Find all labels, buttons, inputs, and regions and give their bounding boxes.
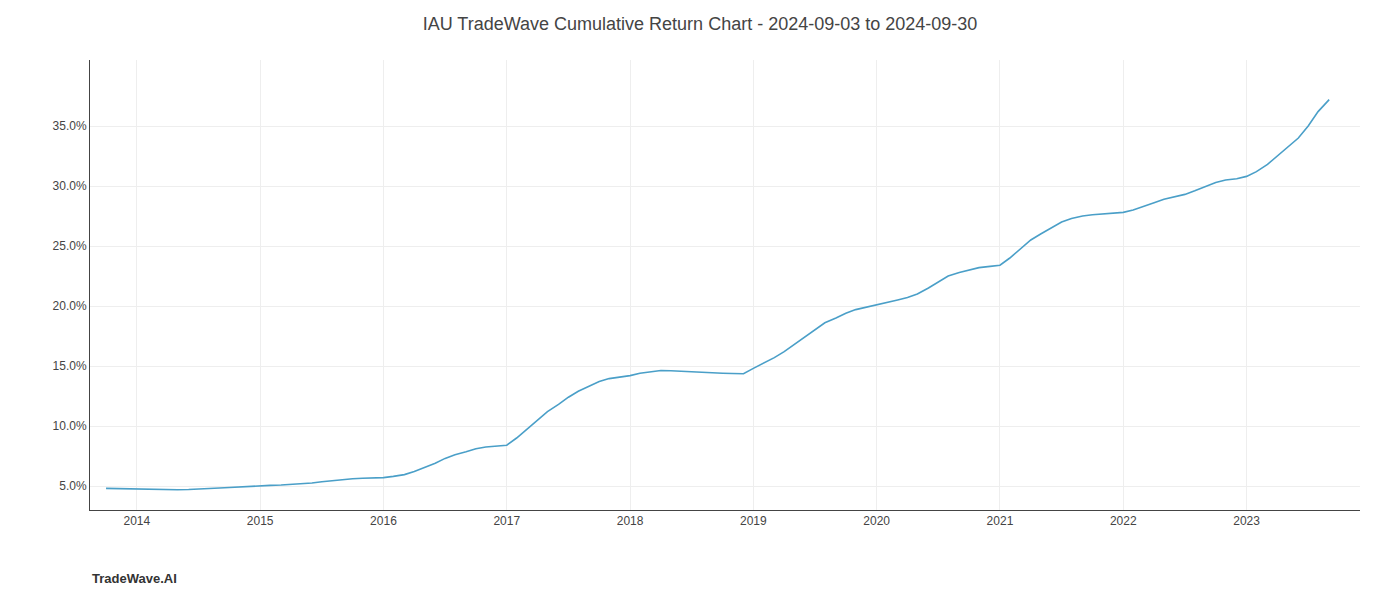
svg-text:IAU TradeWave Cumulative Retur: IAU TradeWave Cumulative Return Chart - …	[423, 14, 978, 34]
svg-text:2017: 2017	[493, 514, 520, 528]
svg-text:30.0%: 30.0%	[53, 179, 87, 193]
svg-text:TradeWave.AI: TradeWave.AI	[92, 571, 177, 586]
svg-text:2020: 2020	[863, 514, 890, 528]
svg-text:15.0%: 15.0%	[53, 359, 87, 373]
svg-text:2014: 2014	[123, 514, 150, 528]
svg-text:2015: 2015	[247, 514, 274, 528]
svg-text:2016: 2016	[370, 514, 397, 528]
svg-text:2019: 2019	[740, 514, 767, 528]
svg-text:35.0%: 35.0%	[53, 119, 87, 133]
svg-text:10.0%: 10.0%	[53, 419, 87, 433]
svg-text:2023: 2023	[1233, 514, 1260, 528]
svg-text:5.0%: 5.0%	[59, 479, 87, 493]
svg-text:2018: 2018	[617, 514, 644, 528]
svg-text:2022: 2022	[1110, 514, 1137, 528]
svg-text:25.0%: 25.0%	[53, 239, 87, 253]
svg-text:20.0%: 20.0%	[53, 299, 87, 313]
svg-text:2021: 2021	[987, 514, 1014, 528]
